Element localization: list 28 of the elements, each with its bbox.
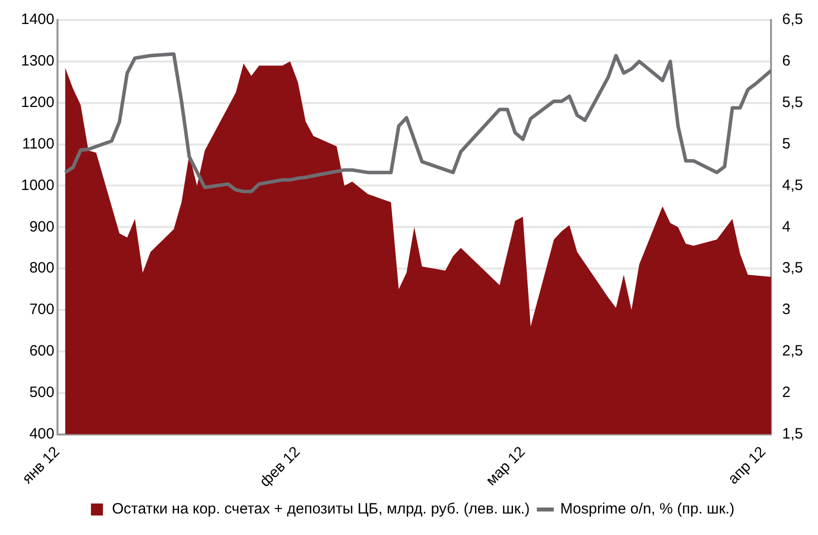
y-tick-label: 600 [29, 342, 54, 360]
legend-label: Остатки на кор. счетах + депозиты ЦБ, млрд. руб. (лев. шк.) [112, 500, 530, 518]
y2-tick-label: 3,5 [782, 260, 804, 277]
y2-tick-label: 5 [782, 135, 790, 152]
legend-label: Mosprime o/n, % (пр. шк.) [560, 500, 735, 518]
y2-tick-label: 6,5 [782, 11, 804, 28]
y-tick-label: 1100 [22, 135, 54, 152]
x-tick-label: апр 12 [724, 443, 770, 488]
y-tick-label: 1200 [20, 94, 54, 111]
y2-tick-label: 2,5 [782, 342, 804, 360]
y-tick-label: 1400 [20, 11, 54, 28]
x-tick-label: мар 12 [482, 443, 529, 490]
y2-tick-label: 6 [782, 52, 790, 70]
y2-tick-label: 2 [782, 384, 790, 401]
x-tick-label: янв 12 [19, 443, 64, 488]
y2-tick-label: 4,5 [782, 176, 804, 194]
y2-tick-label: 3 [782, 301, 790, 318]
y-tick-label: 700 [29, 301, 54, 318]
x-tick-label: фев 12 [256, 443, 304, 490]
y2-tick-label: 4 [782, 218, 790, 236]
y-tick-label: 1000 [20, 176, 54, 194]
y-tick-label: 800 [29, 260, 54, 277]
y-tick-label: 900 [29, 218, 54, 236]
y-tick-label: 1300 [20, 52, 54, 70]
y2-tick-label: 5,5 [782, 94, 804, 111]
y-tick-label: 500 [29, 384, 54, 401]
y-tick-label: 400 [29, 425, 54, 442]
y2-tick-label: 1,5 [782, 425, 804, 442]
